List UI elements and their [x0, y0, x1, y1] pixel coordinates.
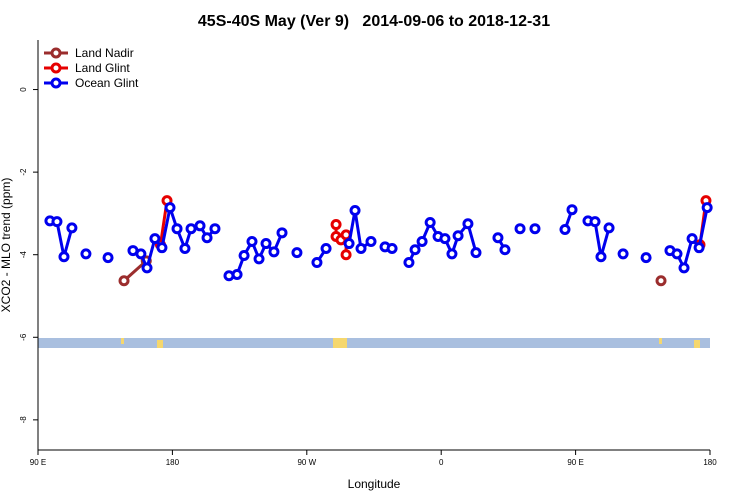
x-tick-label: 0: [439, 458, 444, 467]
x-axis-label: Longitude: [348, 477, 401, 491]
point: [529, 223, 541, 235]
point: [179, 243, 191, 255]
x-tick-label: 90 E: [30, 458, 46, 467]
point: [640, 252, 652, 264]
point: [51, 216, 63, 228]
point: [260, 238, 272, 250]
y-tick-label: 0: [19, 87, 28, 92]
point: [470, 247, 482, 259]
point: [340, 249, 352, 261]
point: [386, 243, 398, 255]
land-strip: [694, 340, 700, 348]
y-tick-label: -2: [19, 168, 28, 176]
point: [452, 230, 464, 242]
point: [655, 275, 667, 287]
point: [365, 235, 377, 247]
point: [291, 247, 303, 259]
x-tick-label: 180: [703, 458, 717, 467]
legend-label: Land Glint: [75, 61, 130, 75]
point: [343, 238, 355, 250]
series-line: [124, 261, 661, 281]
legend-label: Land Nadir: [75, 46, 134, 60]
land-strip: [121, 338, 124, 344]
point: [149, 233, 161, 245]
point: [462, 218, 474, 230]
point: [589, 216, 601, 228]
legend-marker: [50, 77, 62, 89]
point: [678, 262, 690, 274]
point: [514, 223, 526, 235]
point: [330, 219, 342, 231]
point: [164, 202, 176, 214]
point: [686, 233, 698, 245]
legend-marker: [50, 62, 62, 74]
point: [156, 242, 168, 254]
point: [595, 251, 607, 263]
point: [439, 233, 451, 245]
point: [693, 242, 705, 254]
point: [253, 253, 265, 265]
point: [403, 257, 415, 269]
point: [499, 244, 511, 256]
point: [118, 275, 130, 287]
legend-marker: [50, 47, 62, 59]
point: [617, 248, 629, 260]
point: [446, 248, 458, 260]
surface-strip: [38, 338, 710, 348]
point: [603, 222, 615, 234]
y-tick-label: -4: [19, 251, 28, 259]
legend-label: Ocean Glint: [75, 76, 139, 90]
point: [276, 227, 288, 239]
point: [492, 232, 504, 244]
point: [102, 252, 114, 264]
point: [311, 257, 323, 269]
y-tick-label: -8: [19, 416, 28, 424]
point: [80, 248, 92, 260]
land-strip: [157, 340, 163, 348]
point: [671, 248, 683, 260]
point: [185, 223, 197, 235]
point: [416, 235, 428, 247]
land-strip: [659, 338, 662, 344]
x-tick-label: 90 W: [297, 458, 316, 467]
point: [320, 243, 332, 255]
point: [194, 220, 206, 232]
point: [424, 216, 436, 228]
point: [238, 250, 250, 262]
point: [135, 248, 147, 260]
x-tick-label: 180: [166, 458, 180, 467]
point: [566, 204, 578, 216]
land-strip: [333, 338, 347, 348]
chart-title: 45S-40S May (Ver 9) 2014-09-06 to 2018-1…: [198, 13, 550, 30]
y-tick-label: -6: [19, 333, 28, 341]
x-tick-label: 90 E: [567, 458, 583, 467]
point: [201, 232, 213, 244]
point: [268, 246, 280, 258]
point: [409, 244, 421, 256]
point: [209, 223, 221, 235]
point: [66, 222, 78, 234]
point: [231, 269, 243, 281]
point: [171, 223, 183, 235]
point: [701, 202, 713, 214]
ocean-strip: [38, 338, 710, 348]
point: [141, 262, 153, 274]
point: [349, 205, 361, 217]
y-axis-label: XCO2 - MLO trend (ppm): [0, 178, 13, 313]
point: [58, 251, 70, 263]
point: [246, 235, 258, 247]
point: [355, 243, 367, 255]
point: [559, 224, 571, 236]
